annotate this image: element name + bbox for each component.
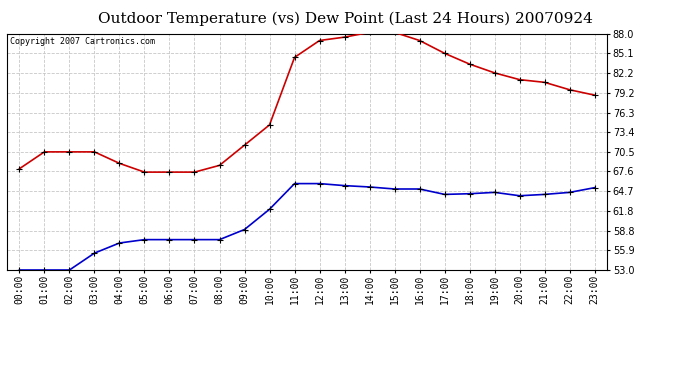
Text: Copyright 2007 Cartronics.com: Copyright 2007 Cartronics.com (10, 37, 155, 46)
Text: Outdoor Temperature (vs) Dew Point (Last 24 Hours) 20070924: Outdoor Temperature (vs) Dew Point (Last… (97, 11, 593, 26)
